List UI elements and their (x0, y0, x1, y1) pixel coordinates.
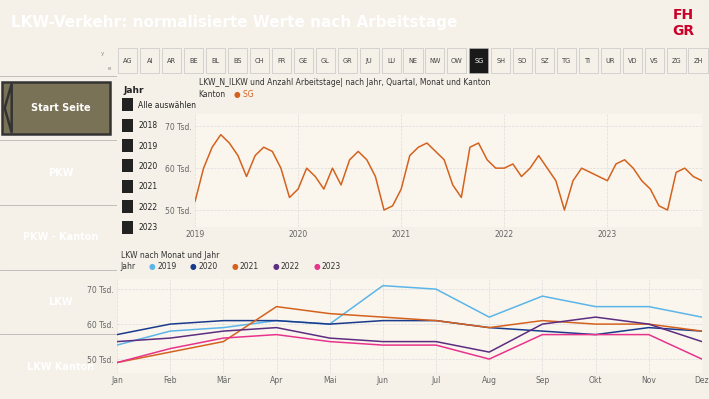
Text: ZH: ZH (693, 58, 703, 64)
Text: FH
GR: FH GR (672, 8, 694, 38)
Bar (123, 98, 133, 111)
Bar (123, 200, 133, 213)
Text: ●: ● (313, 262, 320, 271)
Text: SZ: SZ (540, 58, 549, 64)
Text: ●: ● (231, 262, 238, 271)
Text: JU: JU (366, 58, 372, 64)
Bar (359, 48, 379, 73)
Text: BS: BS (233, 58, 242, 64)
Bar (206, 48, 225, 73)
Text: TG: TG (562, 58, 571, 64)
Bar (123, 160, 133, 172)
Bar (118, 48, 138, 73)
Text: BE: BE (189, 58, 198, 64)
Text: 2019: 2019 (157, 262, 177, 271)
Text: GR: GR (342, 58, 352, 64)
Text: FR: FR (277, 58, 286, 64)
Bar (557, 48, 576, 73)
Text: PKW - Kanton: PKW - Kanton (23, 232, 99, 243)
Bar (294, 48, 313, 73)
Text: 2020: 2020 (199, 262, 218, 271)
Text: Jahr: Jahr (121, 262, 135, 271)
Bar (123, 139, 133, 152)
Text: UR: UR (605, 58, 615, 64)
Bar (535, 48, 554, 73)
Text: VS: VS (650, 58, 659, 64)
FancyBboxPatch shape (2, 82, 110, 134)
Bar (403, 48, 423, 73)
Text: 2021: 2021 (138, 182, 157, 191)
Text: Jahr: Jahr (123, 86, 144, 95)
Text: Start Seite: Start Seite (31, 103, 91, 113)
Bar (623, 48, 642, 73)
Text: 2019: 2019 (138, 142, 157, 150)
Text: y: y (101, 51, 104, 56)
Bar (123, 221, 133, 234)
Text: LU: LU (387, 58, 395, 64)
Text: VD: VD (627, 58, 637, 64)
Text: ●: ● (149, 262, 155, 271)
Text: ●: ● (272, 262, 279, 271)
Text: BL: BL (211, 58, 220, 64)
Text: GE: GE (298, 58, 308, 64)
Bar (688, 48, 708, 73)
Bar (250, 48, 269, 73)
Bar (666, 48, 686, 73)
Bar (447, 48, 467, 73)
Text: SG: SG (474, 58, 484, 64)
Bar (579, 48, 598, 73)
Text: 2023: 2023 (322, 262, 341, 271)
Bar (123, 180, 133, 193)
Text: 2020: 2020 (138, 162, 157, 171)
Polygon shape (5, 83, 11, 133)
Bar (184, 48, 203, 73)
Text: NW: NW (429, 58, 440, 64)
Bar (491, 48, 510, 73)
Text: LKW nach Monat und Jahr: LKW nach Monat und Jahr (121, 251, 219, 260)
Text: ● SG: ● SG (234, 90, 254, 99)
Bar (381, 48, 401, 73)
Text: LKW: LKW (49, 297, 73, 307)
Bar (162, 48, 182, 73)
Text: LKW_N_lLKW und Anzahl Arbeitstage| nach Jahr, Quartal, Monat und Kanton: LKW_N_lLKW und Anzahl Arbeitstage| nach … (199, 78, 490, 87)
Text: PKW: PKW (48, 168, 74, 178)
Text: 2022: 2022 (281, 262, 300, 271)
Text: 2023: 2023 (138, 223, 157, 232)
Text: Alle auswählen: Alle auswählen (138, 101, 196, 110)
Bar (123, 119, 133, 132)
Bar (469, 48, 489, 73)
Bar (601, 48, 620, 73)
Text: ●: ● (190, 262, 196, 271)
Text: AG: AG (123, 58, 133, 64)
Text: LKW Kanton: LKW Kanton (27, 361, 94, 372)
Text: SH: SH (496, 58, 506, 64)
Bar (644, 48, 664, 73)
Text: 2022: 2022 (138, 203, 157, 212)
Text: SO: SO (518, 58, 527, 64)
Bar (228, 48, 247, 73)
Bar (513, 48, 532, 73)
Text: 2021: 2021 (240, 262, 259, 271)
Text: AI: AI (147, 58, 153, 64)
Text: e: e (108, 66, 111, 71)
Text: GL: GL (321, 58, 330, 64)
Bar (337, 48, 357, 73)
Bar (272, 48, 291, 73)
Text: OW: OW (451, 58, 463, 64)
Bar (316, 48, 335, 73)
Text: TI: TI (586, 58, 591, 64)
Text: AR: AR (167, 58, 177, 64)
Text: 2018: 2018 (138, 121, 157, 130)
Text: Kanton: Kanton (199, 90, 225, 99)
Bar (425, 48, 445, 73)
Text: CH: CH (255, 58, 264, 64)
Text: ZG: ZG (671, 58, 681, 64)
Text: LKW-Verkehr: normalisierte Werte nach Arbeitstage: LKW-Verkehr: normalisierte Werte nach Ar… (11, 16, 457, 30)
Bar (140, 48, 160, 73)
Text: NE: NE (408, 58, 418, 64)
